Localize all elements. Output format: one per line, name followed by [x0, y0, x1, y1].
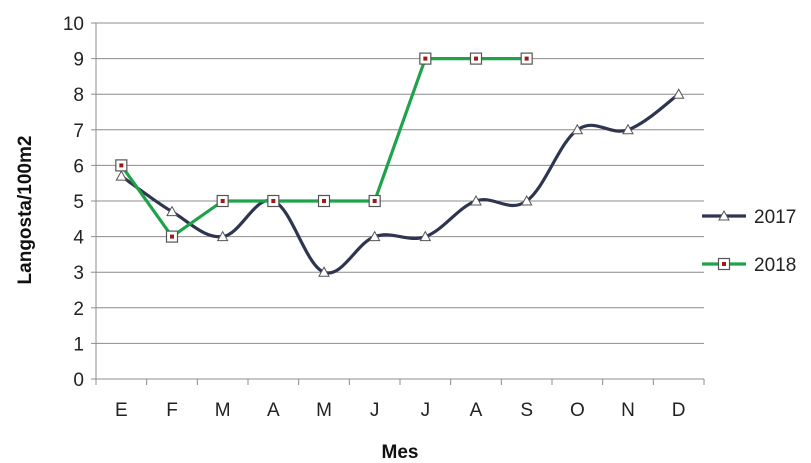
y-tick-label: 1 [73, 334, 84, 355]
square-marker-dot [524, 56, 529, 61]
data-point-2018 [520, 52, 533, 65]
legend-label: 2018 [754, 255, 796, 276]
x-tick-label: D [672, 400, 686, 421]
x-axis-title: Mes [382, 442, 419, 463]
square-marker-dot [271, 199, 276, 203]
x-tick-label: M [215, 400, 231, 421]
square-marker-dot [474, 56, 478, 61]
data-point-2018 [368, 194, 381, 208]
series-layer [115, 52, 685, 277]
x-tick-label: J [370, 400, 380, 421]
legend-marker-2018 [717, 257, 731, 271]
y-axis-title: Langosta/100m2 [15, 136, 36, 285]
series-2017 [115, 88, 685, 277]
data-point-2018 [469, 52, 483, 65]
data-point-2018 [419, 52, 432, 65]
y-tick-label: 0 [73, 370, 84, 391]
data-point-2017 [470, 194, 482, 206]
legend-item-2017: 2017 [702, 207, 796, 228]
x-tick-label: E [115, 400, 128, 421]
data-point-2017 [419, 230, 432, 242]
x-tick-label: N [621, 400, 635, 421]
y-tick-label: 5 [73, 192, 84, 213]
y-tick-label: 3 [73, 263, 84, 284]
data-point-2017 [622, 123, 634, 135]
data-point-2018 [216, 194, 229, 208]
data-point-2017 [216, 230, 229, 242]
square-marker-dot [220, 199, 225, 203]
x-tick-label: J [421, 400, 431, 421]
series-2018 [115, 52, 533, 243]
data-point-2017 [368, 230, 381, 242]
data-point-2017 [520, 194, 533, 206]
y-tick-label: 8 [73, 85, 84, 106]
y-axis-ticks: 0 1 2 3 4 5 6 7 8 9 10 [63, 14, 96, 391]
x-tick-label: S [520, 400, 533, 421]
square-marker-dot [322, 199, 326, 203]
data-point-2017 [571, 123, 584, 135]
series-line-2017 [119, 92, 681, 275]
legend-label: 2017 [754, 207, 796, 228]
y-tick-label: 2 [73, 299, 84, 320]
y-tick-label: 10 [63, 14, 84, 35]
y-tick-label: 4 [73, 228, 84, 249]
square-marker-dot [372, 199, 377, 203]
data-point-2017 [115, 170, 128, 181]
square-marker-dot [423, 56, 428, 61]
data-point-2018 [115, 159, 128, 172]
y-tick-label: 9 [73, 50, 84, 71]
data-point-2017 [672, 88, 685, 99]
square-marker-dot [119, 163, 124, 168]
legend-item-2018: 2018 [702, 255, 796, 276]
gridlines [96, 22, 704, 344]
legend: 2017 2018 [702, 207, 796, 276]
data-point-2018 [317, 194, 331, 208]
data-point-2017 [166, 205, 178, 217]
x-tick-label: F [166, 400, 178, 421]
data-point-2017 [318, 266, 330, 277]
x-tick-label: A [470, 400, 483, 421]
axes [95, 23, 704, 380]
x-tick-label: M [316, 400, 332, 421]
series-line-2018 [119, 57, 529, 239]
data-point-2018 [165, 230, 179, 243]
x-tick-label: A [267, 400, 280, 421]
y-tick-label: 7 [73, 121, 84, 142]
data-point-2018 [267, 194, 280, 208]
square-marker-dot [722, 262, 726, 266]
x-tick-label: O [570, 400, 585, 421]
square-marker-dot [170, 234, 174, 239]
legend-marker-2017 [718, 209, 730, 221]
y-tick-label: 6 [73, 156, 84, 177]
